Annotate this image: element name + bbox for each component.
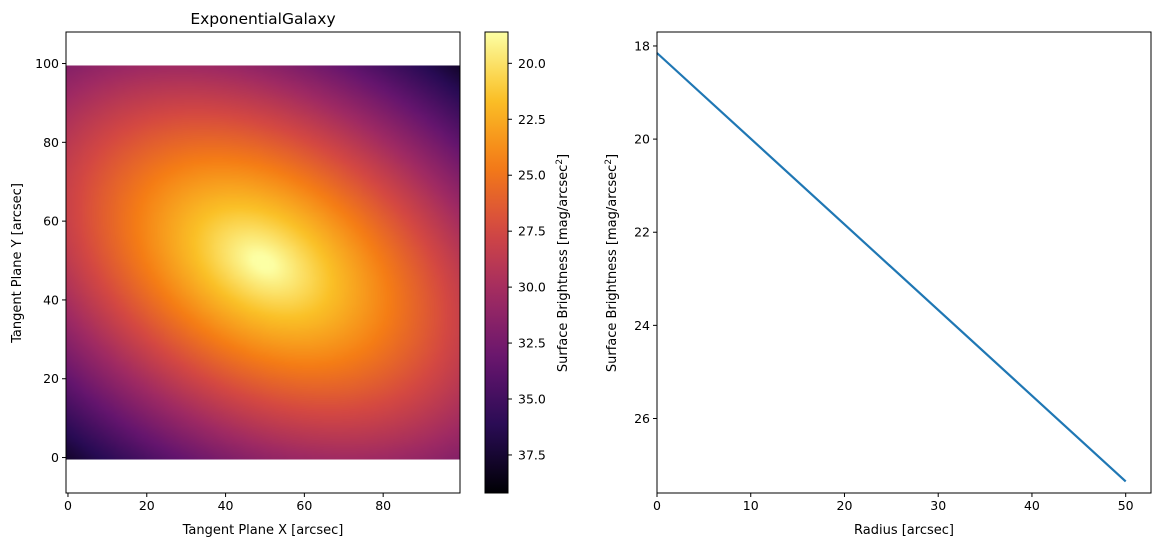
- left-y-tick-label: 0: [51, 450, 59, 465]
- colorbar-gradient: [485, 32, 508, 493]
- left-x-axis: 0 20 40 60 80: [64, 493, 391, 513]
- right-x-tick-label: 40: [1024, 498, 1040, 513]
- right-x-axis-label: Radius [arcsec]: [854, 523, 954, 538]
- colorbar-tick-label: 35.0: [518, 392, 546, 407]
- left-y-axis-label: Tangent Plane Y [arcsec]: [10, 183, 25, 344]
- colorbar-tick-label: 25.0: [518, 168, 546, 183]
- right-x-tick-label: 20: [837, 498, 853, 513]
- colorbar-tick-label: 27.5: [518, 224, 546, 239]
- left-y-tick-label: 20: [43, 371, 59, 386]
- right-plot-frame: [656, 31, 1152, 494]
- right-x-tick-label: 10: [743, 498, 759, 513]
- right-y-tick-label: 18: [634, 38, 650, 53]
- galaxy-image-panel: ExponentialGalaxy 0 20 40 60 80 0 20 40 60 80 100…: [10, 10, 461, 538]
- left-plot-frame: [65, 31, 461, 494]
- colorbar-ticks: 20.0 22.5 25.0 27.5 30.0 32.5 35.0 37.5: [508, 56, 546, 462]
- left-y-axis: 0 20 40 60 80 100: [35, 56, 66, 465]
- colorbar-tick-label: 32.5: [518, 336, 546, 351]
- left-x-tick-label: 40: [218, 498, 234, 513]
- left-y-tick-label: 80: [43, 135, 59, 150]
- colorbar-label: Surface Brightness [mag/arcsec2]: [555, 154, 571, 372]
- right-x-tick-label: 50: [1118, 498, 1134, 513]
- right-y-tick-label: 22: [634, 225, 650, 240]
- left-x-tick-label: 80: [375, 498, 391, 513]
- right-y-tick-label: 20: [634, 132, 650, 147]
- left-chart-title: ExponentialGalaxy: [190, 10, 335, 28]
- left-y-tick-label: 40: [43, 292, 59, 307]
- right-y-axis-label: Surface Brightness [mag/arcsec2]: [604, 154, 620, 372]
- colorbar: 20.0 22.5 25.0 27.5 30.0 32.5 35.0 37.5 Surface…: [484, 31, 571, 494]
- left-y-tick-label: 60: [43, 214, 59, 229]
- left-x-tick-label: 60: [296, 498, 312, 513]
- left-x-tick-label: 0: [64, 498, 72, 513]
- right-x-tick-label: 0: [653, 498, 661, 513]
- right-x-tick-label: 30: [930, 498, 946, 513]
- colorbar-tick-label: 37.5: [518, 447, 546, 462]
- profile-line: [656, 52, 1127, 483]
- colorbar-tick-label: 30.0: [518, 280, 546, 295]
- right-y-tick-label: 26: [634, 411, 650, 426]
- profile-line-series: [656, 52, 1127, 483]
- left-y-tick-label: 100: [35, 56, 59, 71]
- profile-line-panel: 0 10 20 30 40 50 18 20 22 24 26 Radius [arcsec] S…: [604, 31, 1152, 538]
- left-x-tick-label: 20: [139, 498, 155, 513]
- colorbar-frame: [484, 31, 509, 494]
- right-y-axis: 18 20 22 24 26: [634, 38, 657, 426]
- left-x-axis-label: Tangent Plane X [arcsec]: [182, 523, 344, 538]
- galaxy-image: [66, 65, 460, 460]
- right-y-tick-label: 24: [634, 318, 650, 333]
- colorbar-tick-label: 20.0: [518, 56, 546, 71]
- galaxy-image-raster: [66, 65, 460, 460]
- colorbar-tick-label: 22.5: [518, 112, 546, 127]
- right-x-axis: 0 10 20 30 40 50: [653, 493, 1134, 513]
